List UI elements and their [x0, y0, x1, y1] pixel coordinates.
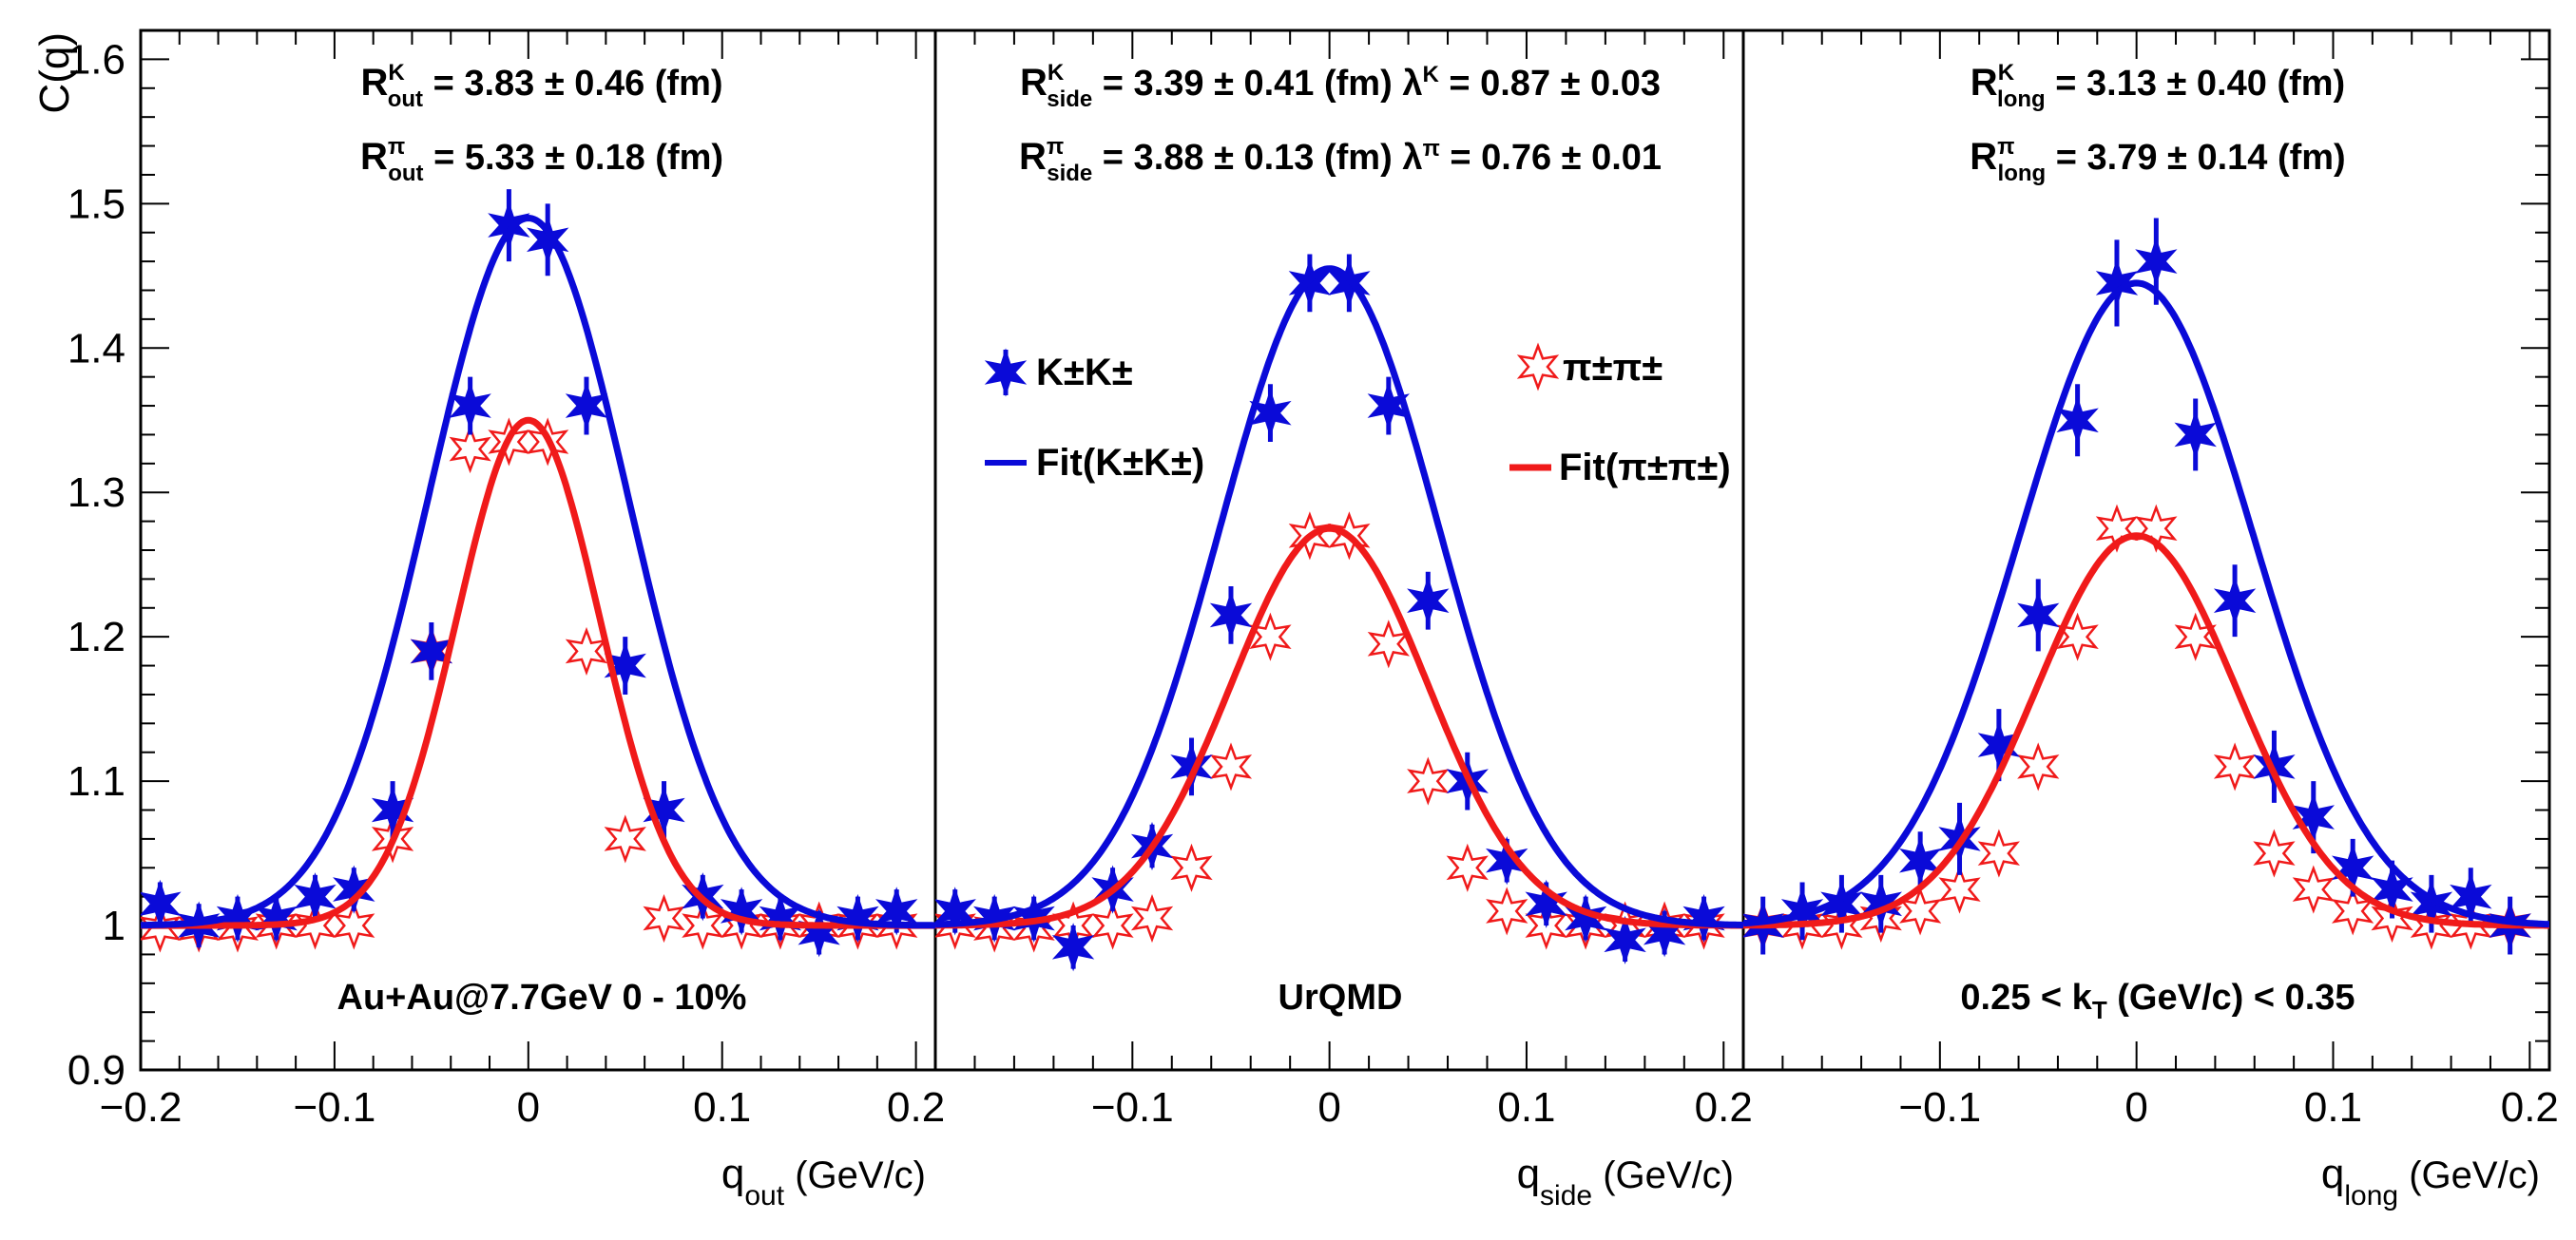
x-tick-label: 0: [517, 1084, 540, 1131]
pion-point: [1170, 843, 1213, 892]
kaon-fit-curve: [935, 265, 1743, 928]
fit-annotation-out: Rπ out = 5.33 ± 0.18 (fm): [360, 134, 723, 186]
x-tick-label: 0: [2124, 1084, 2147, 1131]
y-tick-label: 1.3: [67, 469, 125, 516]
panel-label-side: UrQMD: [1278, 978, 1403, 1018]
fit-annotation-side: Rπ side = 3.88 ± 0.13 (fm) λπ = 0.76 ± 0.…: [1019, 134, 1662, 186]
kaon-point: [2135, 237, 2178, 286]
x-axis-label-side: qside (GeV/c): [1517, 1151, 1734, 1211]
x-tick-label: −0.1: [1898, 1084, 1981, 1131]
kaon-point: [1367, 381, 1411, 430]
kaon-point: [1051, 923, 1095, 972]
kaon-point: [836, 893, 879, 944]
y-axis-label: C(q): [31, 32, 78, 114]
fit-annotation-out: RK out = 3.83 ± 0.46 (fm): [360, 60, 722, 112]
fit-annotation-side: RK side = 3.39 ± 0.41 (fm) λK = 0.87 ± 0.…: [1020, 60, 1661, 112]
kaon-point: [1604, 915, 1646, 964]
x-tick-label: −0.2: [100, 1084, 183, 1131]
kaon-point: [1780, 887, 1824, 936]
kaon-point: [2450, 872, 2492, 922]
y-tick-label: 1.6: [67, 36, 125, 83]
legend: K±K± Fit(K±K±) π±π± Fit(π±π±): [984, 342, 1731, 488]
kaon-point: [1407, 576, 1450, 625]
y-tick-label: 1.1: [67, 758, 125, 805]
y-tick-label: 1.4: [67, 325, 125, 372]
x-axis-label-long: qlong (GeV/c): [2321, 1151, 2540, 1211]
kaon-point: [875, 887, 918, 936]
kaon-point: [488, 200, 530, 250]
legend-pion-fit-label: Fit(π±π±): [1559, 447, 1731, 488]
data-group: [141, 189, 2549, 972]
pion-fit-curve: [1743, 532, 2549, 929]
y-tick-label: 1: [103, 903, 125, 949]
kaon-point: [1170, 742, 1213, 792]
x-tick-label: 0: [1317, 1084, 1340, 1131]
pion-point: [1446, 843, 1489, 892]
axes-group: [139, 29, 2551, 1072]
x-tick-label: 0.2: [887, 1084, 945, 1131]
pion-point: [1977, 829, 2020, 878]
kaon-point: [1209, 590, 1253, 640]
kaon-point: [2213, 576, 2257, 625]
x-tick-label: 0.1: [693, 1084, 751, 1131]
kaon-point: [2095, 258, 2139, 308]
pion-point: [2095, 504, 2139, 553]
kaon-point: [1682, 893, 1725, 944]
pion-point: [643, 893, 685, 944]
panel-data-side: [935, 254, 1725, 972]
fit-annotation-long: RK long = 3.13 ± 0.40 (fm): [1970, 60, 2345, 112]
pion-point: [1938, 865, 1981, 914]
pion-point: [1407, 756, 1450, 806]
pion-point: [2056, 612, 2099, 661]
x-tick-label: 0.1: [2304, 1084, 2362, 1131]
legend-pion-label: π±π±: [1563, 347, 1663, 389]
kaon-fit-curve: [1743, 279, 2549, 928]
y-tick-label: 1.2: [67, 614, 125, 660]
x-tick-label: 0.2: [1695, 1084, 1753, 1131]
pion-point: [1486, 887, 1528, 936]
fit-annotation-long: Rπ long = 3.79 ± 0.14 (fm): [1970, 134, 2345, 186]
pion-point: [2253, 829, 2296, 878]
pion-point: [604, 814, 646, 864]
panel-label-out: Au+Au@7.7GeV 0 - 10%: [337, 978, 747, 1018]
x-tick-label: 0.2: [2501, 1084, 2559, 1131]
pion-point: [2292, 865, 2336, 914]
pion-point: [2174, 612, 2217, 661]
kaon-point: [720, 887, 763, 936]
pion-fit-curve: [141, 416, 935, 929]
pion-point: [2017, 742, 2060, 792]
kaon-point: [1525, 879, 1567, 928]
pion-point: [2371, 893, 2413, 944]
legend-kaon-label: K±K±: [1036, 352, 1133, 393]
kaon-point: [526, 215, 569, 264]
pion-point: [1130, 893, 1174, 944]
y-tick-label: 0.9: [67, 1047, 125, 1094]
x-axis-label-out: qout (GeV/c): [721, 1151, 926, 1211]
kaon-point: [2017, 590, 2060, 640]
kaon-point: [1859, 879, 1903, 928]
pion-point: [2135, 504, 2178, 553]
x-tick-label: −0.1: [1091, 1084, 1174, 1131]
panel-data-out: [141, 189, 918, 958]
pion-point: [1091, 901, 1134, 950]
x-tick-label: −0.1: [293, 1084, 375, 1131]
legend-pion-marker: [1516, 342, 1560, 391]
pion-point: [2213, 742, 2257, 792]
kaon-point: [1249, 389, 1292, 438]
kaon-point: [1485, 836, 1528, 886]
panel-label-long: 0.25 < kT (GeV/c) < 0.35: [1960, 978, 2355, 1024]
legend-kaon-fit-label: Fit(K±K±): [1036, 442, 1204, 484]
kaon-point: [2410, 879, 2453, 928]
x-tick-label: 0.1: [1497, 1084, 1555, 1131]
y-tick-label: 1.5: [67, 181, 125, 227]
text-group: −0.2 −0.1 0 0.1 0.2 qout (GeV/c) −0.1 0 0.1 0.2 qs…: [31, 32, 2559, 1211]
kaon-fit-curve: [141, 214, 935, 929]
pion-fit-curve: [935, 525, 1743, 929]
kaon-point: [935, 887, 976, 936]
pion-point: [1209, 742, 1253, 792]
pion-point: [449, 425, 491, 474]
